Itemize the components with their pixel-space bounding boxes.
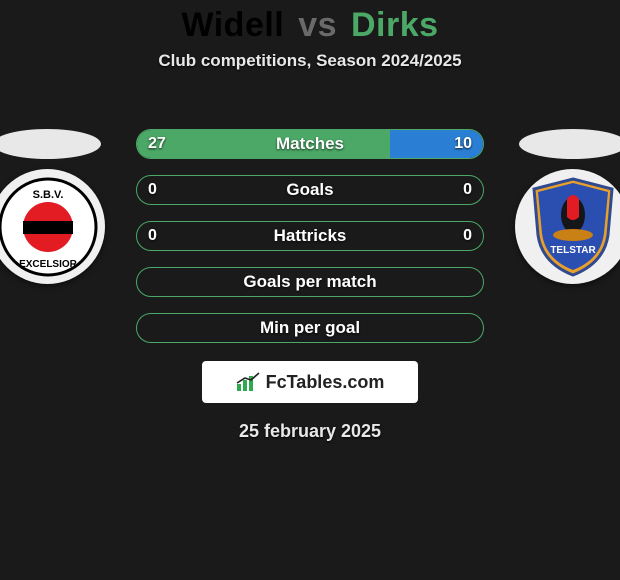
stat-value-left: 0 xyxy=(148,175,157,205)
stat-row: Hattricks00 xyxy=(136,221,484,251)
stat-value-left: 27 xyxy=(148,129,166,159)
player2-name: Dirks xyxy=(351,6,439,44)
chart-icon xyxy=(236,372,260,392)
stat-pill xyxy=(136,175,484,205)
stat-row: Goals00 xyxy=(136,175,484,205)
stat-pill xyxy=(136,221,484,251)
page-title: Widell vs Dirks xyxy=(0,0,620,45)
vs-text: vs xyxy=(298,6,337,44)
stat-pill xyxy=(136,267,484,297)
club-badge-left: S.B.V. EXCELSIOR xyxy=(0,169,105,284)
fill-left xyxy=(137,130,390,158)
arena: S.B.V. EXCELSIOR TELSTAR Matches2710Goal… xyxy=(0,89,620,349)
stat-row: Min per goal xyxy=(136,313,484,343)
svg-text:S.B.V.: S.B.V. xyxy=(32,189,63,201)
stat-value-right: 0 xyxy=(463,175,472,205)
watermark: FcTables.com xyxy=(202,361,418,403)
stat-row: Goals per match xyxy=(136,267,484,297)
stat-pill xyxy=(136,313,484,343)
date-text: 25 february 2025 xyxy=(0,421,620,442)
stat-value-right: 10 xyxy=(454,129,472,159)
telstar-crest-icon: TELSTAR xyxy=(530,177,616,277)
flag-left xyxy=(0,129,101,159)
svg-text:TELSTAR: TELSTAR xyxy=(550,245,596,256)
club-badge-right: TELSTAR xyxy=(515,169,620,284)
svg-text:EXCELSIOR: EXCELSIOR xyxy=(19,259,78,270)
flag-right xyxy=(519,129,620,159)
stat-row: Matches2710 xyxy=(136,129,484,159)
stat-bars: Matches2710Goals00Hattricks00Goals per m… xyxy=(136,129,484,359)
stat-pill xyxy=(136,129,484,159)
excelsior-crest-icon: S.B.V. EXCELSIOR xyxy=(0,177,98,277)
player1-name: Widell xyxy=(181,6,284,44)
subtitle: Club competitions, Season 2024/2025 xyxy=(0,51,620,71)
stat-value-left: 0 xyxy=(148,221,157,251)
watermark-text: FcTables.com xyxy=(266,372,385,393)
comparison-card: Widell vs Dirks Club competitions, Seaso… xyxy=(0,0,620,580)
stat-value-right: 0 xyxy=(463,221,472,251)
